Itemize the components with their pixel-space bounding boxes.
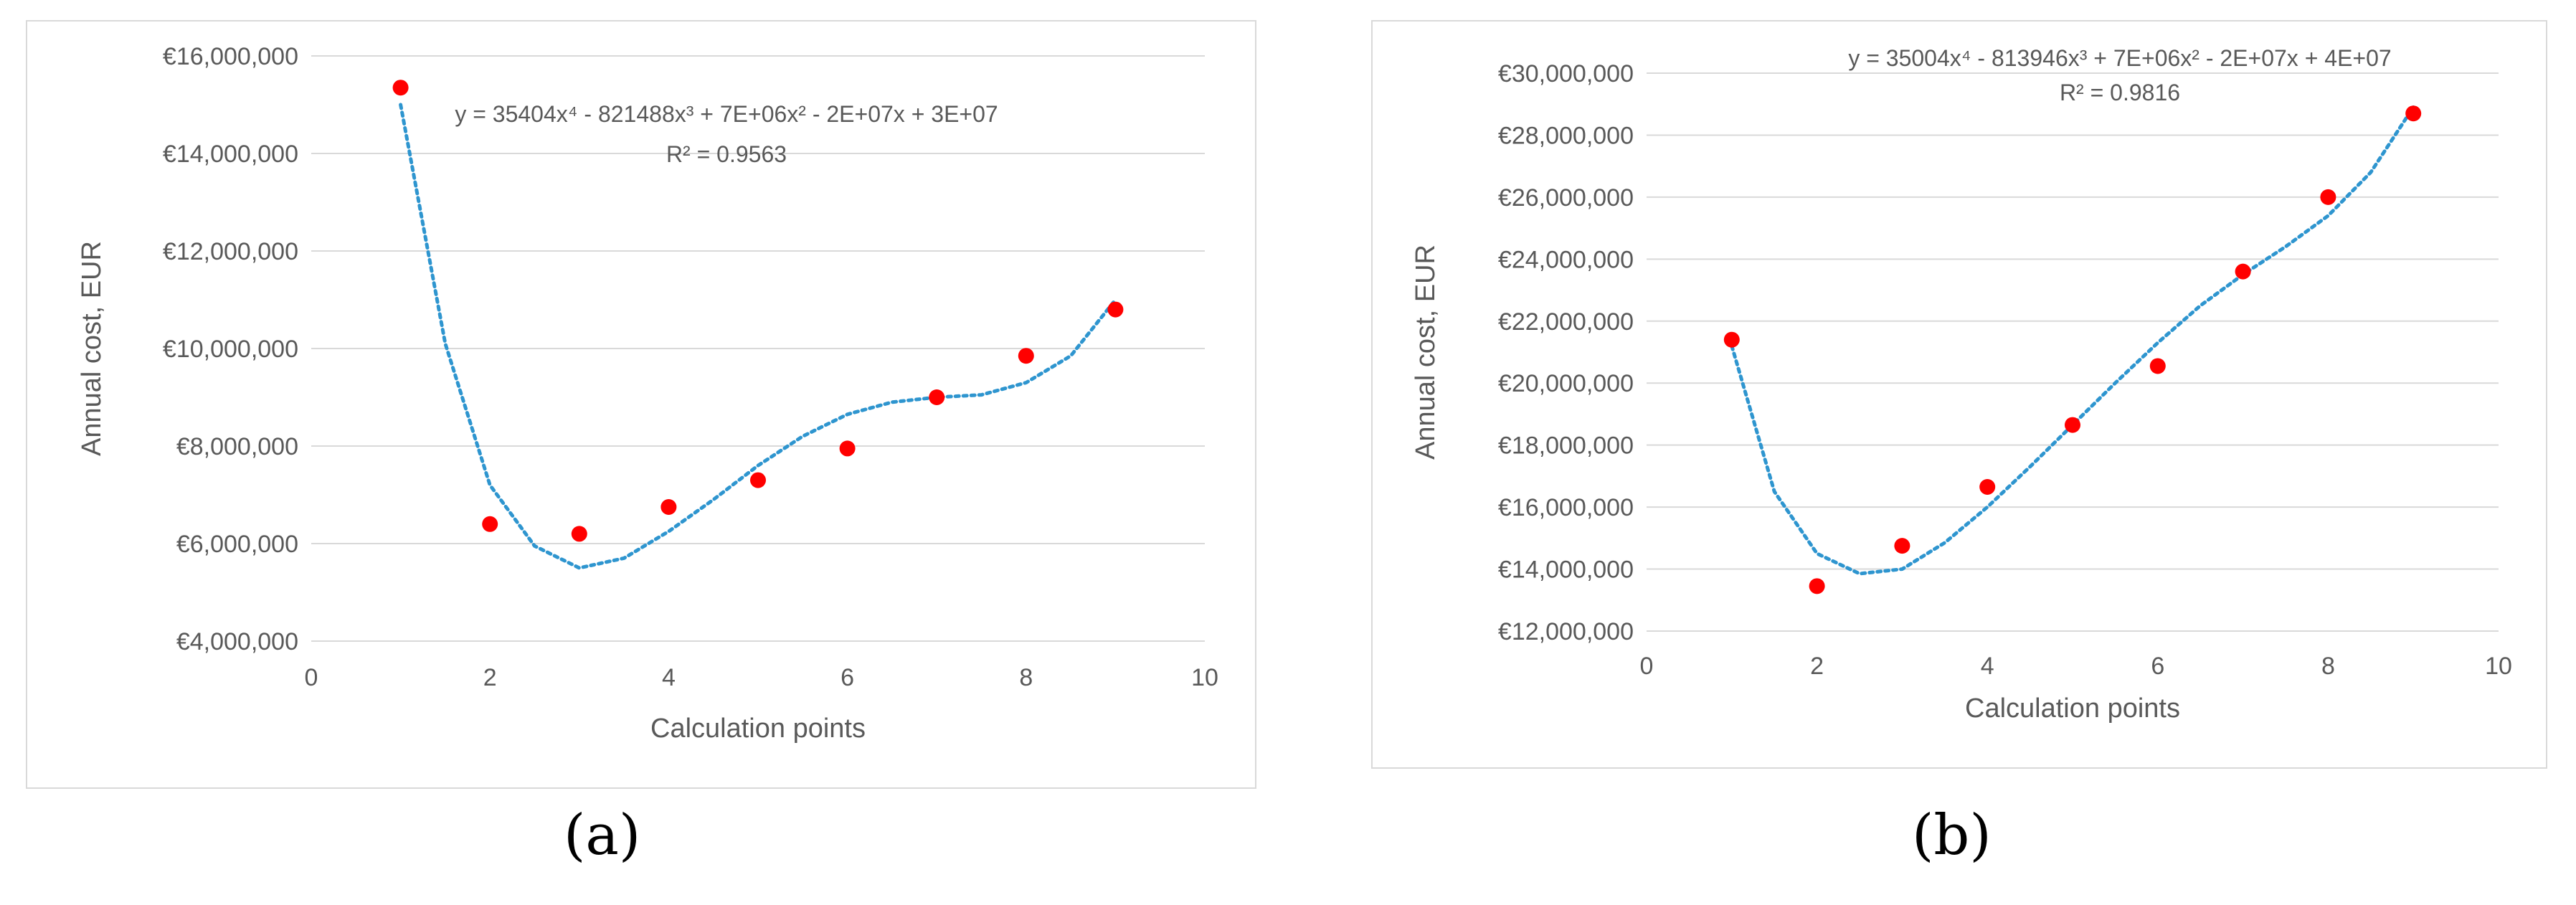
data-point-b-8	[2405, 105, 2422, 122]
data-point-a-8	[1107, 301, 1124, 318]
x-tick-label-a-2: 4	[662, 664, 676, 691]
data-point-a-0	[392, 80, 409, 96]
data-point-b-0	[1723, 331, 1740, 348]
y-axis-title-b: Annual cost, EUR	[1411, 245, 1441, 460]
y-tick-label-b-8: €28,000,000	[1498, 122, 1634, 149]
y-tick-label-b-0: €12,000,000	[1498, 618, 1634, 645]
y-tick-label-b-1: €14,000,000	[1498, 556, 1634, 584]
x-tick-label-a-5: 10	[1191, 664, 1218, 691]
data-point-a-6	[929, 389, 945, 405]
x-tick-label-a-0: 0	[305, 664, 318, 691]
data-point-b-4	[2065, 417, 2080, 433]
data-point-b-2	[1894, 538, 1910, 554]
x-tick-label-a-4: 8	[1019, 664, 1033, 691]
data-point-b-3	[1979, 479, 1996, 496]
x-tick-label-b-1: 2	[1810, 653, 1824, 680]
y-tick-label-b-9: €30,000,000	[1498, 60, 1634, 87]
x-axis-title-a: Calculation points	[650, 714, 866, 744]
panel-label-b: (b)	[1912, 803, 1992, 868]
trendline-r2-a: R² = 0.9563	[666, 141, 787, 167]
y-tick-label-a-4: €12,000,000	[163, 238, 298, 265]
data-point-a-1	[482, 516, 498, 532]
y-tick-label-b-5: €22,000,000	[1498, 308, 1634, 336]
x-tick-label-a-3: 6	[840, 664, 854, 691]
y-tick-label-a-6: €16,000,000	[163, 43, 298, 70]
y-tick-label-b-3: €18,000,000	[1498, 432, 1634, 460]
y-tick-label-b-7: €26,000,000	[1498, 184, 1634, 212]
y-tick-label-a-1: €6,000,000	[176, 531, 298, 558]
y-axis-title-a: Annual cost, EUR	[77, 241, 107, 456]
trendline-r2-b: R² = 0.9816	[2060, 80, 2180, 105]
trendline-b	[1730, 105, 2415, 576]
x-tick-label-a-1: 2	[483, 664, 497, 691]
trendline-equation-a: y = 35404x⁴ - 821488x³ + 7E+06x² - 2E+07…	[455, 101, 998, 127]
data-point-a-2	[571, 526, 587, 542]
x-axis-title-b: Calculation points	[1965, 693, 2180, 724]
data-point-b-7	[2320, 189, 2336, 205]
trendline-equation-b: y = 35004x⁴ - 813946x³ + 7E+06x² - 2E+07…	[1848, 45, 2391, 71]
chart-panel-a: €4,000,000 €6,000,000 €8,000,000 €10,000,00…	[26, 20, 1256, 789]
chart-panel-b: €12,000,000 €14,000,000 €16,000,000 €18,000…	[1371, 20, 2547, 769]
chart-b-svg: €12,000,000 €14,000,000 €16,000,000 €18,000…	[1411, 45, 2512, 724]
data-point-a-7	[1018, 348, 1034, 364]
x-tick-label-b-4: 8	[2321, 653, 2335, 680]
y-tick-label-a-0: €4,000,000	[176, 628, 298, 655]
x-tick-label-b-2: 4	[1981, 653, 1994, 680]
data-point-b-1	[1809, 578, 1825, 594]
y-tick-label-b-6: €24,000,000	[1498, 246, 1634, 273]
panel-label-a: (a)	[564, 803, 641, 868]
data-point-a-3	[660, 499, 677, 515]
data-point-a-4	[750, 472, 766, 488]
data-point-b-6	[2235, 263, 2251, 280]
trendline-a	[399, 103, 1117, 570]
x-tick-label-b-3: 6	[2151, 653, 2164, 680]
y-tick-label-a-3: €10,000,000	[163, 336, 298, 363]
x-tick-label-b-0: 0	[1640, 653, 1654, 680]
y-tick-label-b-2: €16,000,000	[1498, 494, 1634, 521]
y-tick-label-b-4: €20,000,000	[1498, 370, 1634, 397]
x-tick-label-b-5: 10	[2485, 653, 2512, 680]
chart-a-svg: €4,000,000 €6,000,000 €8,000,000 €10,000,00…	[77, 43, 1218, 744]
y-tick-label-a-5: €14,000,000	[163, 141, 298, 168]
data-point-b-5	[2149, 358, 2166, 374]
y-tick-label-a-2: €8,000,000	[176, 433, 298, 460]
data-point-a-5	[839, 440, 856, 457]
